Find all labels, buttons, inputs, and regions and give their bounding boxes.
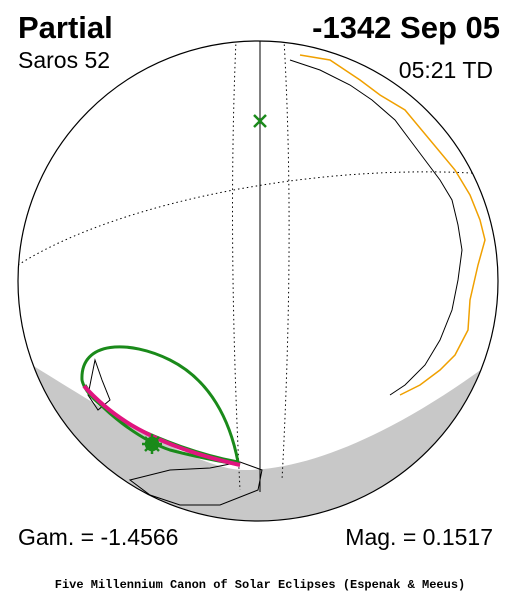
border	[299, 54, 486, 396]
title: Partial	[18, 10, 113, 45]
footer: Five Millennium Canon of Solar Eclipses …	[55, 578, 465, 592]
gamma: Gam. = -1.4566	[18, 524, 178, 550]
coastline	[289, 59, 463, 396]
time: 05:21 TD	[399, 57, 493, 83]
equator	[18, 171, 498, 266]
magnitude: Mag. = 0.1517	[345, 524, 493, 550]
coastline	[128, 461, 263, 506]
max-eclipse-path	[82, 384, 241, 467]
meridian-dotted	[281, 41, 290, 481]
globe-outline	[17, 40, 499, 522]
greatest-eclipse-marker	[142, 434, 162, 454]
saros: Saros 52	[18, 47, 110, 73]
date: -1342 Sep 05	[312, 10, 500, 45]
subsolar-marker	[253, 114, 267, 128]
